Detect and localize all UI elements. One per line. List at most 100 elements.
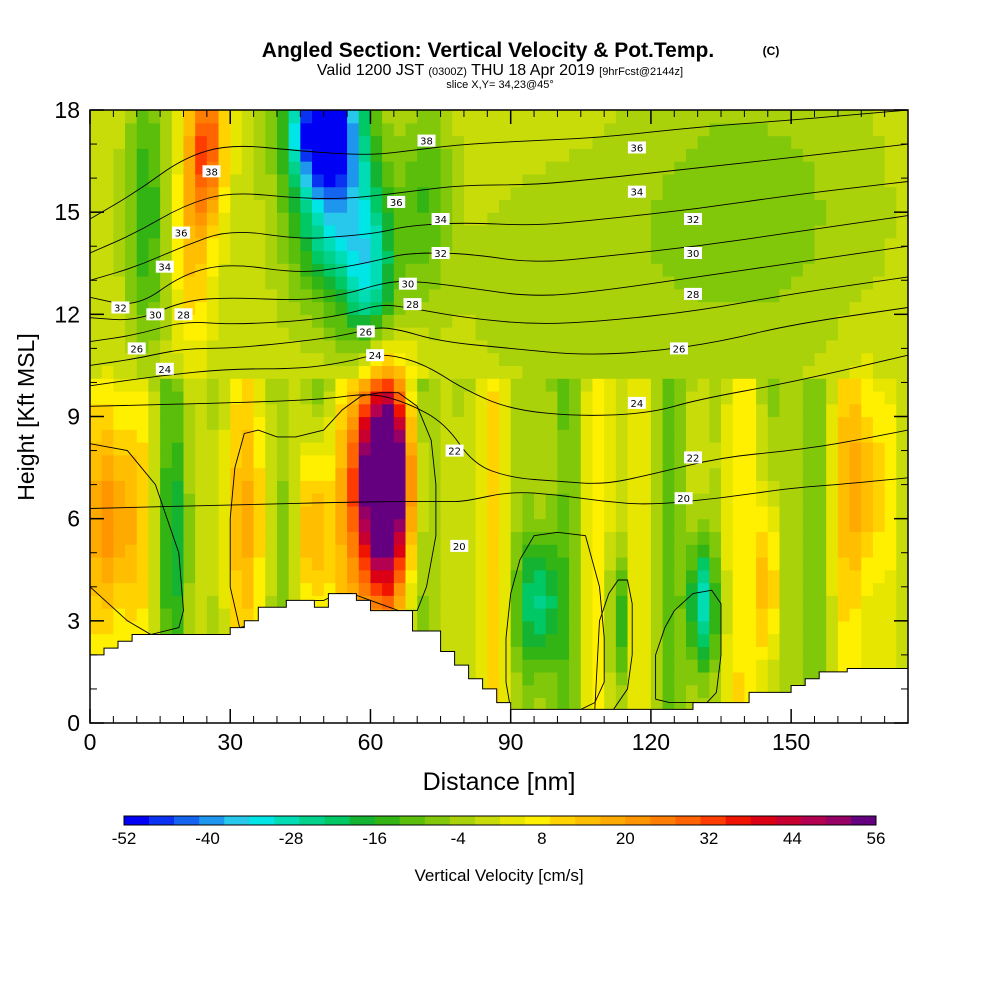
velocity-cell [347, 327, 360, 341]
velocity-cell [125, 620, 138, 635]
velocity-cell [101, 237, 114, 252]
colorbar-swatch [700, 816, 726, 825]
velocity-cell [662, 544, 675, 558]
velocity-cell [288, 237, 301, 252]
velocity-cell [896, 416, 908, 430]
velocity-cell [428, 454, 442, 469]
velocity-cell [791, 620, 804, 635]
velocity-cell [440, 352, 453, 367]
velocity-cell [592, 518, 605, 533]
velocity-cell [206, 224, 220, 239]
velocity-cell [604, 148, 617, 162]
velocity-cell [522, 161, 535, 175]
velocity-cell [756, 480, 769, 494]
velocity-cell [627, 684, 640, 699]
velocity-cell [569, 416, 582, 430]
velocity-cell [884, 429, 897, 443]
contour-label-box [111, 301, 130, 314]
velocity-cell [463, 416, 477, 430]
velocity-cell [627, 544, 640, 558]
velocity-cell [499, 276, 512, 290]
velocity-cell [347, 212, 360, 226]
velocity-cell [487, 454, 500, 469]
velocity-cell [849, 403, 862, 418]
velocity-cell [393, 365, 407, 379]
velocity-cell [884, 148, 897, 162]
velocity-cell [849, 288, 862, 303]
velocity-cell [802, 161, 816, 175]
velocity-cell [756, 633, 769, 647]
velocity-cell [230, 505, 243, 520]
velocity-cell [639, 620, 652, 635]
chart-title-main: Angled Section: Vertical Velocity & Pot.… [262, 39, 714, 62]
velocity-cell [428, 442, 442, 456]
velocity-cell [756, 314, 769, 328]
velocity-cell [615, 314, 629, 328]
velocity-cell [802, 250, 816, 264]
velocity-cell [382, 327, 395, 341]
velocity-cell [685, 314, 699, 328]
velocity-cell [230, 288, 243, 303]
velocity-cell [393, 582, 407, 596]
velocity-cell [545, 276, 559, 290]
velocity-cell [756, 237, 769, 252]
velocity-cell [744, 250, 757, 264]
velocity-cell [253, 505, 266, 520]
velocity-cell [650, 480, 664, 494]
velocity-cell [650, 365, 664, 379]
velocity-cell [323, 442, 336, 456]
velocity-cell [288, 390, 301, 405]
velocity-cell [90, 531, 103, 545]
velocity-cell [499, 224, 512, 239]
velocity-cell [335, 480, 348, 494]
velocity-cell [206, 288, 220, 303]
velocity-cell [639, 569, 652, 584]
velocity-cell [265, 403, 278, 418]
velocity-cell [732, 403, 745, 418]
velocity-cell [382, 429, 395, 443]
velocity-cell [604, 250, 617, 264]
velocity-cell [440, 224, 453, 239]
velocity-cell [534, 403, 547, 418]
velocity-cell [171, 122, 185, 137]
velocity-field [90, 110, 908, 723]
velocity-cell [756, 339, 769, 354]
velocity-cell [744, 224, 757, 239]
velocity-cell [136, 531, 150, 545]
velocity-cell [183, 556, 196, 571]
velocity-cell [767, 416, 781, 430]
subtitle-date: THU 18 Apr 2019 [471, 62, 595, 79]
velocity-cell [580, 263, 594, 277]
velocity-cell [557, 467, 570, 481]
velocity-cell [650, 122, 664, 137]
velocity-cell [814, 224, 827, 239]
velocity-cell [499, 518, 512, 533]
velocity-cell [837, 224, 851, 239]
velocity-cell [826, 403, 839, 418]
colorbar-tick-label: 8 [537, 829, 546, 848]
velocity-cell [136, 582, 150, 596]
contour-label: 36 [390, 198, 403, 209]
velocity-cell [499, 608, 512, 622]
velocity-cell [849, 493, 862, 507]
velocity-cell [440, 173, 453, 188]
velocity-cell [323, 288, 336, 303]
velocity-cell [510, 403, 523, 418]
velocity-cell [697, 110, 710, 124]
velocity-cell [534, 518, 547, 533]
velocity-cell [779, 544, 792, 558]
velocity-cell [160, 224, 173, 239]
velocity-cell [756, 646, 769, 660]
velocity-cell [405, 518, 418, 533]
velocity-cell [756, 390, 769, 405]
velocity-cell [685, 365, 699, 379]
velocity-cell [288, 429, 301, 443]
velocity-cell [323, 365, 336, 379]
velocity-cell [183, 454, 196, 469]
velocity-cell [779, 505, 792, 520]
velocity-cell [160, 186, 173, 200]
velocity-cell [826, 327, 839, 341]
velocity-cell [662, 250, 675, 264]
velocity-cell [744, 199, 757, 213]
